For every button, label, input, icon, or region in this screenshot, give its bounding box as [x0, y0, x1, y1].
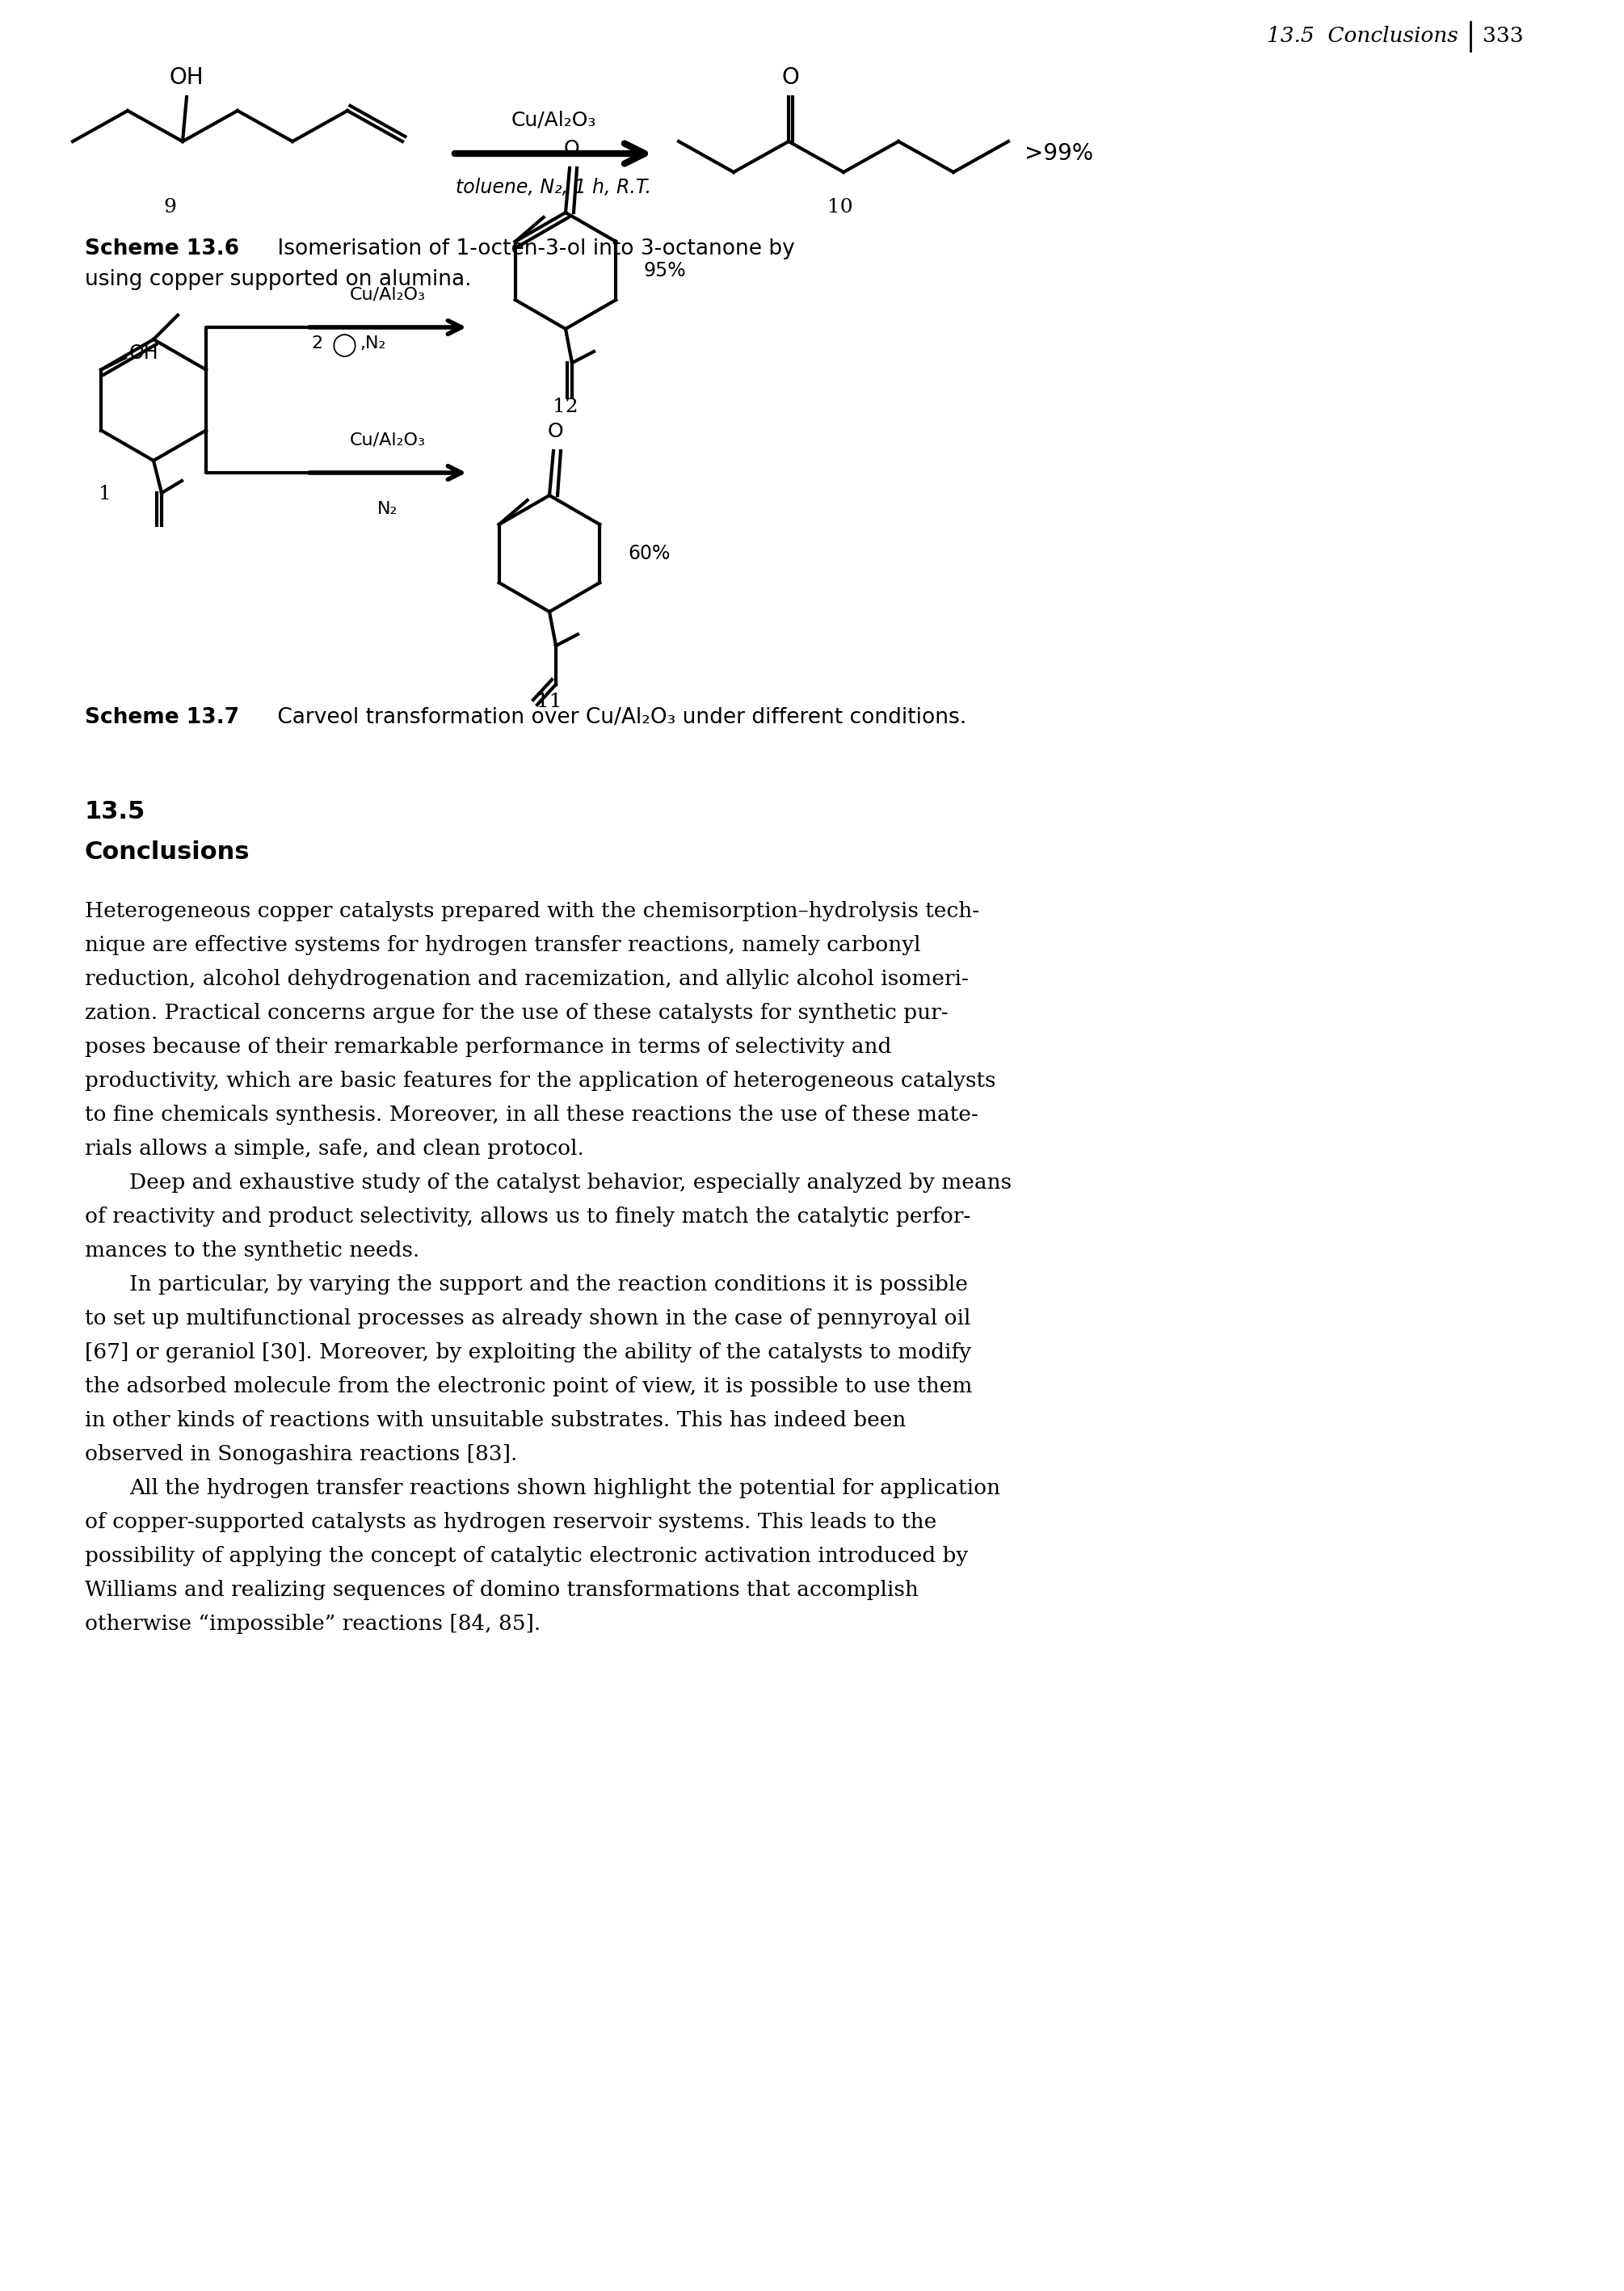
- Text: 333: 333: [1483, 25, 1523, 46]
- Text: to fine chemicals synthesis. Moreover, in all these reactions the use of these m: to fine chemicals synthesis. Moreover, i…: [84, 1104, 978, 1125]
- Text: 60%: 60%: [628, 543, 671, 564]
- Text: In particular, by varying the support and the reaction conditions it is possible: In particular, by varying the support an…: [130, 1274, 968, 1294]
- Text: mances to the synthetic needs.: mances to the synthetic needs.: [84, 1239, 419, 1260]
- Text: O: O: [564, 140, 580, 158]
- Text: N₂: N₂: [377, 502, 398, 518]
- Text: All the hydrogen transfer reactions shown highlight the potential for applicatio: All the hydrogen transfer reactions show…: [130, 1478, 1000, 1498]
- Text: to set up multifunctional processes as already shown in the case of pennyroyal o: to set up multifunctional processes as a…: [84, 1308, 971, 1329]
- Text: 10: 10: [828, 197, 853, 218]
- Text: toluene, N₂, 1 h, R.T.: toluene, N₂, 1 h, R.T.: [456, 179, 651, 197]
- Text: ,N₂: ,N₂: [359, 334, 387, 351]
- Text: Scheme 13.6: Scheme 13.6: [84, 238, 239, 259]
- Text: of reactivity and product selectivity, allows us to finely match the catalytic p: of reactivity and product selectivity, a…: [84, 1207, 971, 1226]
- Text: 95%: 95%: [645, 261, 687, 280]
- Text: 2: 2: [312, 334, 323, 351]
- Text: 9: 9: [164, 197, 175, 218]
- Text: in other kinds of reactions with unsuitable substrates. This has indeed been: in other kinds of reactions with unsuita…: [84, 1411, 906, 1430]
- Text: Deep and exhaustive study of the catalyst behavior, especially analyzed by means: Deep and exhaustive study of the catalys…: [130, 1173, 1012, 1194]
- Text: possibility of applying the concept of catalytic electronic activation introduce: possibility of applying the concept of c…: [84, 1546, 968, 1567]
- Text: the adsorbed molecule from the electronic point of view, it is possible to use t: the adsorbed molecule from the electroni…: [84, 1377, 973, 1398]
- Text: observed in Sonogashira reactions [83].: observed in Sonogashira reactions [83].: [84, 1443, 518, 1464]
- Text: Scheme 13.7: Scheme 13.7: [84, 708, 239, 729]
- Text: poses because of their remarkable performance in terms of selectivity and: poses because of their remarkable perfor…: [84, 1038, 892, 1056]
- Text: O: O: [781, 66, 799, 89]
- Text: 13.5: 13.5: [84, 800, 146, 822]
- Text: Cu/Al₂O₃: Cu/Al₂O₃: [512, 110, 596, 128]
- Text: [67] or geraniol [30]. Moreover, by exploiting the ability of the catalysts to m: [67] or geraniol [30]. Moreover, by expl…: [84, 1343, 971, 1363]
- Text: reduction, alcohol dehydrogenation and racemization, and allylic alcohol isomeri: reduction, alcohol dehydrogenation and r…: [84, 969, 968, 990]
- Text: 13.5  Conclusions: 13.5 Conclusions: [1267, 25, 1458, 46]
- Text: Cu/Al₂O₃: Cu/Al₂O₃: [349, 433, 425, 449]
- Text: productivity, which are basic features for the application of heterogeneous cata: productivity, which are basic features f…: [84, 1070, 996, 1091]
- Text: 11: 11: [536, 692, 562, 710]
- Text: Williams and realizing sequences of domino transformations that accomplish: Williams and realizing sequences of domi…: [84, 1581, 919, 1599]
- Text: otherwise “impossible” reactions [84, 85].: otherwise “impossible” reactions [84, 85…: [84, 1613, 541, 1633]
- Text: of copper-supported catalysts as hydrogen reservoir systems. This leads to the: of copper-supported catalysts as hydroge…: [84, 1512, 937, 1533]
- Text: O: O: [547, 422, 564, 442]
- Text: using copper supported on alumina.: using copper supported on alumina.: [84, 268, 471, 291]
- Text: Heterogeneous copper catalysts prepared with the chemisorption–hydrolysis tech-: Heterogeneous copper catalysts prepared …: [84, 900, 979, 921]
- Text: OH: OH: [130, 344, 159, 364]
- Text: rials allows a simple, safe, and clean protocol.: rials allows a simple, safe, and clean p…: [84, 1139, 585, 1159]
- Text: Conclusions: Conclusions: [84, 841, 250, 864]
- Text: Isomerisation of 1-octen-3-ol into 3-octanone by: Isomerisation of 1-octen-3-ol into 3-oct…: [271, 238, 794, 259]
- Text: Carveol transformation over Cu/Al₂O₃ under different conditions.: Carveol transformation over Cu/Al₂O₃ und…: [271, 708, 966, 729]
- Text: 12: 12: [552, 399, 578, 417]
- Text: Cu/Al₂O₃: Cu/Al₂O₃: [349, 286, 425, 302]
- Text: ◯: ◯: [331, 334, 356, 357]
- Text: nique are effective systems for hydrogen transfer reactions, namely carbonyl: nique are effective systems for hydrogen…: [84, 935, 921, 955]
- Text: >99%: >99%: [1025, 142, 1093, 165]
- Text: OH: OH: [169, 66, 205, 89]
- Text: 1: 1: [99, 486, 112, 504]
- Text: zation. Practical concerns argue for the use of these catalysts for synthetic pu: zation. Practical concerns argue for the…: [84, 1003, 948, 1024]
